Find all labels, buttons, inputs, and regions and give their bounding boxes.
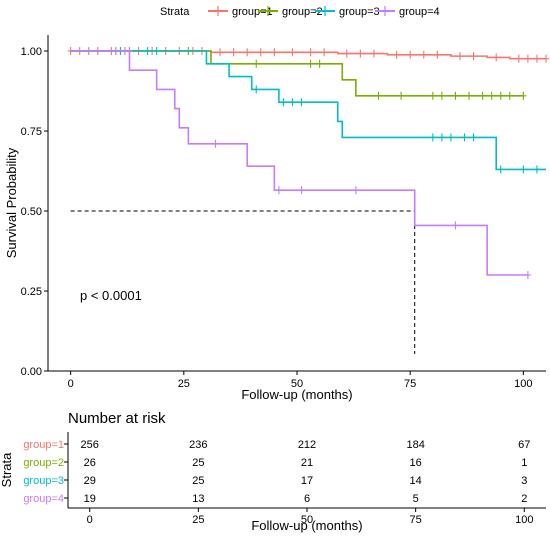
risk-cell: 184 (406, 439, 424, 451)
risk-table-y-axis-title: Strata (0, 452, 14, 487)
km-step-line-2 (70, 50, 524, 97)
risk-cell: 212 (298, 439, 316, 451)
risk-cell: 67 (518, 439, 530, 451)
risk-x-tick-label: 50 (301, 514, 313, 526)
y-tick-label: 0.25 (21, 286, 42, 298)
legend-label-3: group=3 (339, 6, 380, 18)
risk-row-3: group=3 29 25 17 14 3 (23, 475, 527, 487)
risk-cell: 19 (84, 493, 96, 505)
km-step-line-4 (70, 50, 528, 276)
risk-x-tick-label: 75 (410, 514, 422, 526)
risk-cell: 25 (192, 475, 204, 487)
risk-cell: 29 (84, 475, 96, 487)
risk-cell: 6 (304, 493, 310, 505)
risk-cell: 236 (189, 439, 207, 451)
km-step-line-3 (70, 50, 546, 171)
risk-cell: 256 (81, 439, 99, 451)
x-tick-label: 0 (68, 378, 74, 390)
p-value-annotation: p < 0.0001 (80, 288, 142, 303)
risk-cell: 5 (413, 493, 419, 505)
risk-cell: 16 (410, 457, 422, 469)
km-plot-panel (48, 35, 546, 371)
x-tick-label: 75 (404, 378, 416, 390)
risk-cell: 2 (521, 493, 527, 505)
risk-row-label: group=1 (23, 439, 64, 451)
risk-cell: 3 (521, 475, 527, 487)
risk-cell: 25 (192, 457, 204, 469)
km-plot: 0.00 0.25 0.50 0.75 1.00 0 25 50 75 100 p < 0.00… (4, 35, 549, 402)
km-series-2 (70, 47, 527, 100)
risk-row-label: group=3 (23, 475, 64, 487)
x-tick-label: 50 (291, 378, 303, 390)
risk-row-4: group=4 19 13 6 5 2 (23, 493, 527, 505)
risk-x-tick-label: 25 (192, 514, 204, 526)
risk-x-tick-label: 100 (515, 514, 533, 526)
legend-label-1: group=1 (232, 6, 273, 18)
risk-x-tick-label: 0 (87, 514, 93, 526)
risk-row-2: group=2 26 25 21 16 1 (23, 457, 527, 469)
risk-row-label: group=2 (23, 457, 64, 469)
risk-cell: 17 (301, 475, 313, 487)
legend-title: Strata (160, 6, 190, 18)
risk-cell: 26 (84, 457, 96, 469)
risk-row-label: group=4 (23, 493, 64, 505)
x-axis-title: Follow-up (months) (241, 387, 352, 402)
risk-cell: 21 (301, 457, 313, 469)
risk-cell: 14 (410, 475, 422, 487)
legend: Strata group=1 group=2 group=3 group=4 (160, 6, 440, 18)
x-tick-label: 25 (178, 378, 190, 390)
legend-label-4: group=4 (399, 6, 440, 18)
km-series-3 (70, 47, 546, 174)
y-axis-title: Survival Probability (4, 147, 19, 258)
risk-cell: 13 (192, 493, 204, 505)
y-tick-label: 0.00 (21, 366, 42, 378)
risk-cell: 1 (521, 457, 527, 469)
y-tick-label: 1.00 (21, 46, 42, 58)
risk-table-x-axis-title: Follow-up (months) (251, 518, 362, 533)
km-series-4 (70, 47, 531, 279)
y-tick-label: 0.50 (21, 206, 42, 218)
risk-table: Number at risk group=1 256 236 212 184 67grou… (0, 410, 546, 533)
legend-label-2: group=2 (282, 6, 323, 18)
risk-table-title: Number at risk (68, 410, 166, 427)
risk-row-1: group=1 256 236 212 184 67 (23, 439, 530, 451)
x-tick-label: 100 (514, 378, 532, 390)
y-tick-label: 0.75 (21, 126, 42, 138)
